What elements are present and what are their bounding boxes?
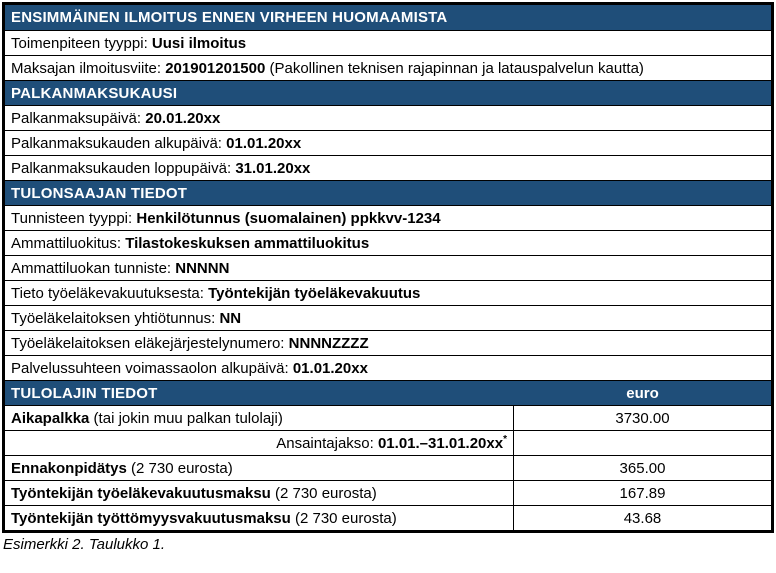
section-title: TULOLAJIN TIEDOT [11,384,158,402]
field-value: NNNNN [175,259,230,277]
field-row-id-type: Tunnisteen tyyppi: Henkilötunnus (suomal… [5,205,771,230]
subfield-row-earnings-period: Ansaintajakso: 01.01.–31.01.20xx* [5,430,771,455]
field-value: 31.01.20xx [235,159,311,177]
field-label: Toimenpiteen tyyppi: [11,34,152,52]
amount-value: 43.68 [623,509,662,527]
field-label: Tunnisteen tyyppi: [11,209,137,227]
field-row-employment-start: Palvelussuhteen voimassaolon alkupäivä: … [5,355,771,380]
section-header-income-earner: TULONSAAJAN TIEDOT [5,180,771,205]
field-row-period-start: Palkanmaksukauden alkupäivä: 01.01.20xx [5,130,771,155]
field-value: 20.01.20xx [145,109,221,127]
section-title: TULONSAAJAN TIEDOT [11,184,188,202]
amount-label-cell: Työntekijän työttömyysvakuutusmaksu (2 7… [5,506,514,530]
amount-label-rest: (2 730 eurosta) [270,484,377,502]
field-row-period-end: Palkanmaksukauden loppupäivä: 31.01.20xx [5,155,771,180]
amount-value-cell: 365.00 [514,456,771,480]
table-caption: Esimerkki 2. Taulukko 1. [3,536,166,553]
field-value: 201901201500 [165,59,266,77]
amount-row-pension-contribution: Työntekijän työeläkevakuutusmaksu (2 730… [5,480,771,505]
field-label: Ammattiluokan tunniste: [11,259,176,277]
field-value: NNNNZZZZ [288,334,369,352]
amount-label-bold: Työntekijän työttömyysvakuutusmaksu [11,509,291,527]
amount-row-withholding-tax: Ennakonpidätys (2 730 eurosta) 365.00 [5,455,771,480]
amount-label-rest: (2 730 eurosta) [126,459,233,477]
subfield-value: 01.01.–31.01.20xx [377,434,504,452]
field-value: Työntekijän työeläkevakuutus [208,284,421,302]
amount-value-cell: 43.68 [514,506,771,530]
amount-label-bold: Aikapalkka [11,409,90,427]
amount-label-cell: Ennakonpidätys (2 730 eurosta) [5,456,514,480]
document-page: ENSIMMÄINEN ILMOITUS ENNEN VIRHEEN HUOMA… [2,2,774,553]
field-label: Ammattiluokitus: [11,234,126,252]
field-label: Palkanmaksupäivä: [11,109,146,127]
field-row-pension-company-code: Työeläkelaitoksen yhtiötunnus: NN [5,305,771,330]
field-suffix: (Pakollinen teknisen rajapinnan ja latau… [265,59,644,77]
field-value: NN [219,309,242,327]
footnote-asterisk: * [503,433,507,445]
section-title: PALKANMAKSUKAUSI [11,84,178,102]
amount-label-cell: Aikapalkka (tai jokin muu palkan tulolaj… [5,406,514,430]
field-row-action-type: Toimenpiteen tyyppi: Uusi ilmoitus [5,30,771,55]
field-row-payer-reference: Maksajan ilmoitusviite: 201901201500 (Pa… [5,55,771,80]
amount-row-time-rate-pay: Aikapalkka (tai jokin muu palkan tulolaj… [5,405,771,430]
field-row-occupation-id: Ammattiluokan tunniste: NNNNN [5,255,771,280]
field-row-occupation-classification: Ammattiluokitus: Tilastokeskuksen ammatt… [5,230,771,255]
field-value: 01.01.20xx [292,359,368,377]
report-table: ENSIMMÄINEN ILMOITUS ENNEN VIRHEEN HUOMA… [2,2,774,533]
field-row-pension-insurance-info: Tieto työeläkevakuutuksesta: Työntekijän… [5,280,771,305]
section-header-first-report: ENSIMMÄINEN ILMOITUS ENNEN VIRHEEN HUOMA… [5,5,771,30]
section-header-pay-period: PALKANMAKSUKAUSI [5,80,771,105]
amount-label-cell: Työntekijän työeläkevakuutusmaksu (2 730… [5,481,514,505]
amount-value: 365.00 [619,459,666,477]
amount-value-cell: 167.89 [514,481,771,505]
amount-label-bold: Työntekijän työeläkevakuutusmaksu [11,484,271,502]
field-value: 01.01.20xx [226,134,302,152]
field-label: Työeläkelaitoksen yhtiötunnus: [11,309,220,327]
currency-column-header: euro [626,384,659,402]
field-label: Palvelussuhteen voimassaolon alkupäivä: [11,359,293,377]
field-value: Tilastokeskuksen ammattiluokitus [125,234,370,252]
field-label: Palkanmaksukauden alkupäivä: [11,134,227,152]
field-row-payment-date: Palkanmaksupäivä: 20.01.20xx [5,105,771,130]
subfield-label: Ansaintajakso: [276,434,378,452]
amount-value: 167.89 [619,484,666,502]
field-value: Uusi ilmoitus [151,34,247,52]
amount-value-cell: 3730.00 [514,406,771,430]
field-label: Palkanmaksukauden loppupäivä: [11,159,236,177]
amount-label-bold: Ennakonpidätys [11,459,127,477]
subfield-label-cell: Ansaintajakso: 01.01.–31.01.20xx* [5,431,514,455]
amount-row-unemployment-contribution: Työntekijän työttömyysvakuutusmaksu (2 7… [5,505,771,530]
section-header-income-type: TULOLAJIN TIEDOT euro [5,380,771,405]
field-label: Maksajan ilmoitusviite: [11,59,166,77]
amount-value: 3730.00 [615,409,670,427]
amount-label-rest: (2 730 eurosta) [290,509,397,527]
field-value: Henkilötunnus (suomalainen) ppkkvv-1234 [136,209,441,227]
section-title: ENSIMMÄINEN ILMOITUS ENNEN VIRHEEN HUOMA… [11,9,448,26]
amount-label-rest: (tai jokin muu palkan tulolaji) [89,409,283,427]
field-row-pension-arrangement-number: Työeläkelaitoksen eläkejärjestelynumero:… [5,330,771,355]
amount-value-cell [514,431,771,455]
field-label: Tieto työeläkevakuutuksesta: [11,284,209,302]
field-label: Työeläkelaitoksen eläkejärjestelynumero: [11,334,289,352]
